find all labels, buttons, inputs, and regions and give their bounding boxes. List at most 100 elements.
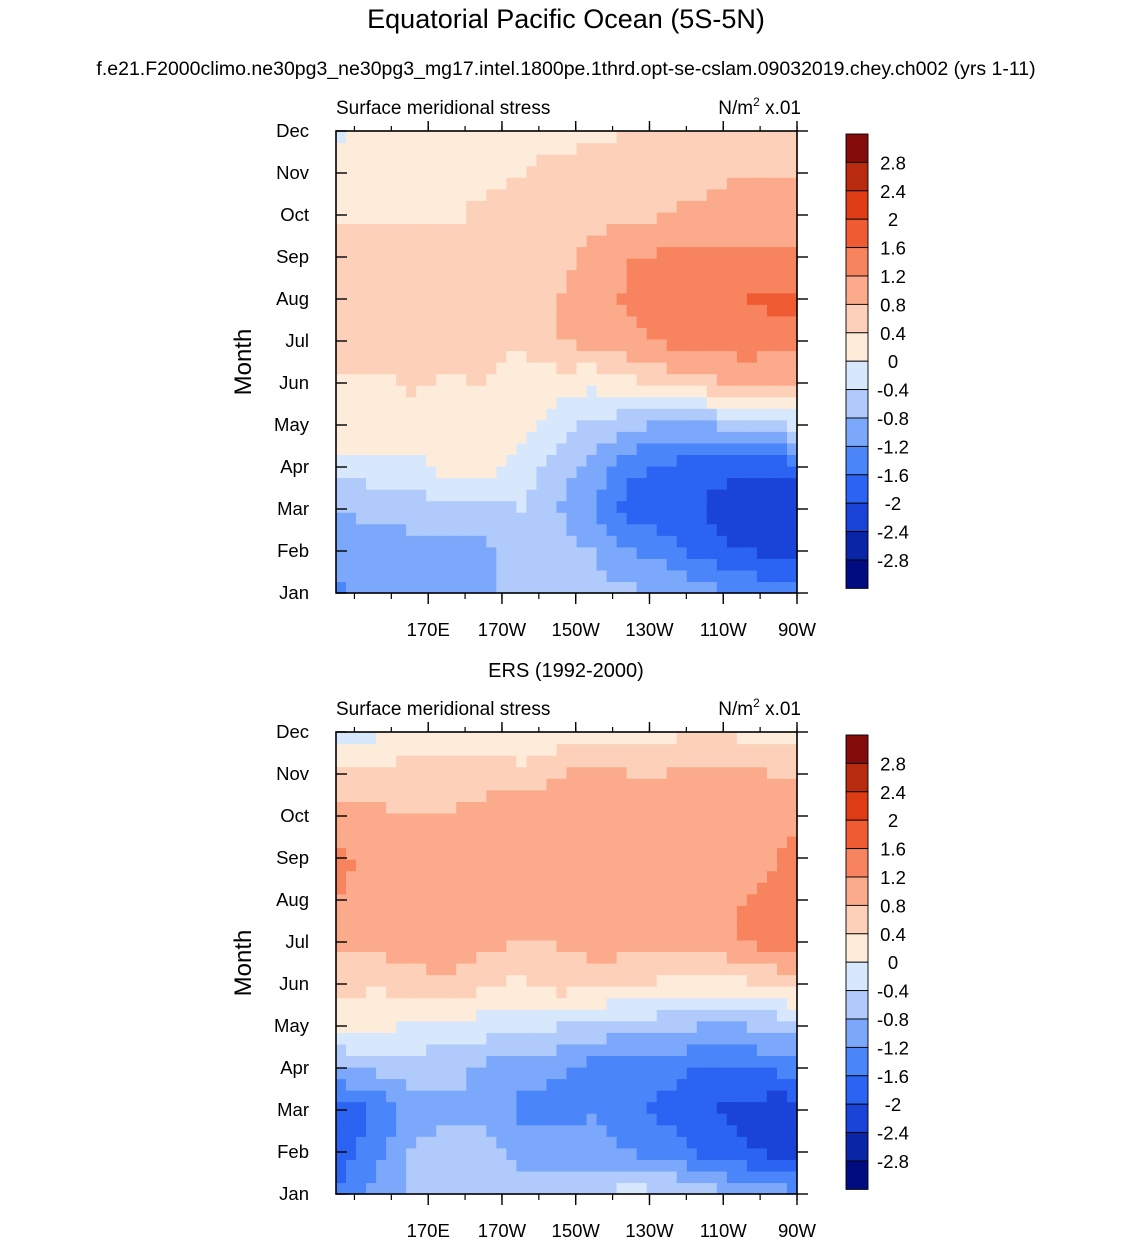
contour-cell bbox=[516, 928, 528, 941]
contour-cell bbox=[406, 304, 417, 317]
contour-cell bbox=[406, 385, 417, 398]
contour-cell bbox=[606, 1078, 618, 1091]
contour-cell bbox=[686, 223, 698, 236]
contour-cell bbox=[366, 847, 377, 860]
contour-cell bbox=[366, 535, 377, 548]
contour-cell bbox=[776, 465, 788, 479]
contour-cell bbox=[476, 1043, 487, 1056]
contour-cell bbox=[696, 1055, 708, 1068]
contour-cell bbox=[596, 177, 608, 190]
contour-cell bbox=[746, 338, 758, 352]
contour-cell bbox=[576, 200, 588, 213]
contour-cell bbox=[476, 1055, 487, 1068]
colorbar-box bbox=[845, 1018, 869, 1048]
contour-cell bbox=[586, 246, 598, 259]
contour-cell bbox=[526, 870, 538, 883]
contour-cell bbox=[396, 292, 407, 305]
contour-cell bbox=[786, 893, 798, 906]
contour-cell bbox=[536, 732, 548, 745]
contour-cell bbox=[626, 755, 638, 768]
contour-cell bbox=[466, 431, 477, 444]
contour-cell bbox=[646, 581, 658, 594]
contour-cell bbox=[766, 258, 778, 271]
contour-cell bbox=[616, 315, 628, 328]
contour-cell bbox=[566, 766, 578, 779]
contour-cell bbox=[766, 1182, 778, 1195]
contour-cell bbox=[696, 558, 708, 571]
contour-cell bbox=[446, 327, 457, 340]
contour-cell bbox=[466, 385, 477, 398]
contour-cell bbox=[766, 732, 778, 745]
contour-cell bbox=[786, 523, 798, 536]
contour-cell bbox=[386, 131, 397, 144]
colorbar-box bbox=[845, 445, 869, 476]
contour-cell bbox=[706, 1101, 718, 1114]
contour-cell bbox=[456, 327, 467, 340]
contour-cell bbox=[476, 905, 487, 918]
contour-cell bbox=[786, 1159, 798, 1172]
contour-cell bbox=[486, 1159, 497, 1172]
contour-cell bbox=[356, 905, 367, 918]
contour-cell bbox=[686, 477, 698, 490]
contour-cell bbox=[736, 304, 748, 317]
contour-cell bbox=[406, 512, 417, 525]
contour-cell bbox=[636, 801, 648, 814]
contour-cell bbox=[606, 928, 618, 941]
contour-cell bbox=[436, 1101, 447, 1114]
contour-cell bbox=[716, 1032, 728, 1045]
contour-cell bbox=[546, 535, 558, 548]
contour-cell bbox=[726, 847, 738, 860]
contour-cell bbox=[336, 165, 347, 178]
contour-cell bbox=[766, 986, 778, 999]
contour-cell bbox=[666, 1043, 678, 1056]
contour-cell bbox=[376, 755, 387, 768]
contour-cell bbox=[546, 523, 558, 536]
contour-cell bbox=[776, 234, 788, 248]
contour-cell bbox=[356, 200, 367, 213]
contour-cell bbox=[696, 743, 708, 756]
contour-cell bbox=[376, 223, 387, 236]
contour-cell bbox=[406, 1182, 417, 1195]
contour-cell bbox=[646, 500, 658, 513]
contour-cell bbox=[386, 893, 397, 906]
contour-cell bbox=[736, 396, 748, 409]
contour-cell bbox=[556, 755, 568, 768]
contour-cell bbox=[406, 951, 417, 964]
contour-cell bbox=[726, 362, 738, 375]
contour-cell bbox=[526, 905, 538, 918]
contour-cell bbox=[626, 1078, 638, 1091]
contour-cell bbox=[586, 569, 598, 583]
contour-cell bbox=[686, 327, 698, 340]
contour-cell bbox=[586, 1090, 598, 1103]
contour-cell bbox=[686, 801, 698, 814]
contour-cell bbox=[336, 1124, 347, 1137]
contour-cell bbox=[726, 1043, 738, 1056]
contour-cell bbox=[506, 847, 517, 860]
contour-cell bbox=[516, 939, 528, 953]
contour-cell bbox=[346, 211, 357, 224]
contour-cell bbox=[636, 905, 648, 918]
contour-cell bbox=[716, 408, 728, 421]
contour-cell bbox=[736, 997, 748, 1010]
contour-cell bbox=[586, 1101, 598, 1114]
contour-cell bbox=[626, 142, 638, 155]
contour-cell bbox=[626, 1009, 638, 1022]
contour-cell bbox=[756, 1170, 768, 1184]
contour-cell bbox=[506, 1066, 517, 1080]
contour-cell bbox=[596, 396, 608, 409]
contour-cell bbox=[546, 373, 558, 386]
contour-cell bbox=[556, 165, 568, 178]
contour-cell bbox=[336, 1020, 347, 1033]
contour-cell bbox=[566, 177, 578, 190]
contour-cell bbox=[526, 442, 538, 455]
contour-cell bbox=[446, 246, 457, 259]
contour-cell bbox=[736, 789, 748, 802]
contour-cell bbox=[756, 1043, 768, 1056]
contour-cell bbox=[646, 131, 658, 144]
contour-cell bbox=[516, 1078, 528, 1091]
contour-cell bbox=[446, 234, 457, 248]
contour-cell bbox=[516, 223, 528, 236]
contour-cell bbox=[786, 778, 798, 791]
contour-cell bbox=[446, 732, 457, 745]
contour-cell bbox=[646, 928, 658, 941]
